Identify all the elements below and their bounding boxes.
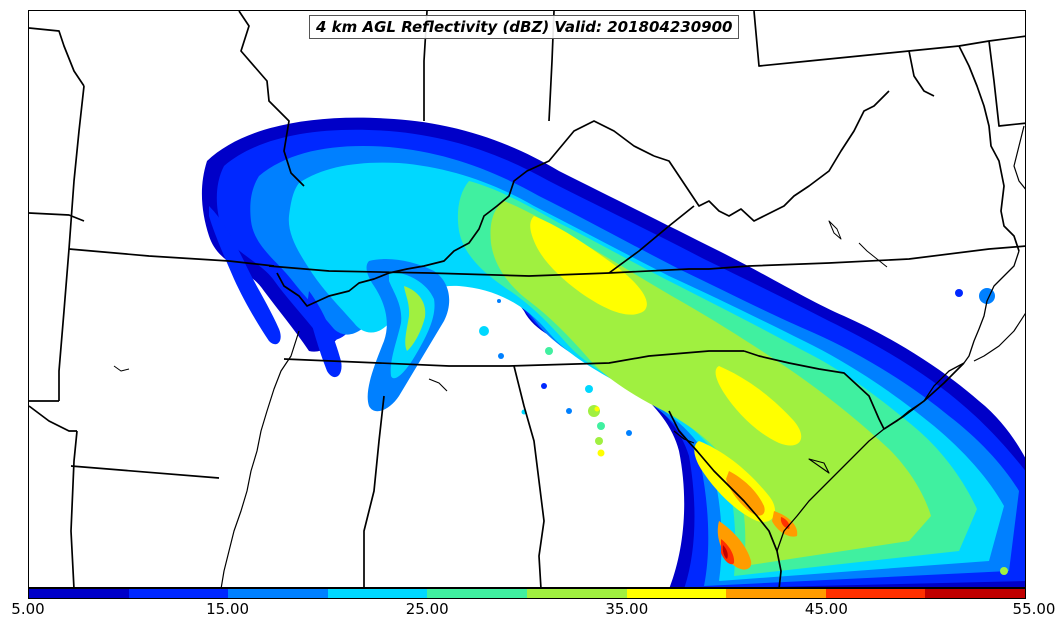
colorbar-tick-label: 55.00 bbox=[1012, 600, 1056, 618]
colorbar-segment bbox=[228, 589, 328, 598]
echo-band-west-green bbox=[404, 286, 426, 351]
echo-core-yellow-1 bbox=[530, 216, 647, 315]
reflectivity-map bbox=[29, 11, 1025, 587]
map-frame bbox=[28, 10, 1026, 588]
scattered-cells bbox=[479, 288, 1008, 575]
colorbar-tick-label: 25.00 bbox=[405, 600, 449, 618]
colorbar-segment bbox=[29, 589, 129, 598]
colorbar-segment bbox=[626, 589, 727, 598]
colorbar-tick-label: 15.00 bbox=[206, 600, 250, 618]
colorbar-segment bbox=[825, 589, 926, 598]
echo-core-red-2 bbox=[780, 517, 790, 529]
echo-core-orange-1 bbox=[726, 471, 765, 516]
colorbar-segment bbox=[327, 589, 428, 598]
echo-core-orange-2 bbox=[717, 521, 752, 570]
map-title: 4 km AGL Reflectivity (dBZ) Valid: 20180… bbox=[309, 15, 740, 39]
colorbar-tick-label: 5.00 bbox=[11, 600, 45, 618]
echo-core-darkred bbox=[722, 545, 728, 559]
colorbar bbox=[28, 588, 1026, 599]
colorbar-tick-label: 35.00 bbox=[605, 600, 649, 618]
state-boundaries bbox=[29, 11, 1025, 587]
colorbar-segment bbox=[128, 589, 229, 598]
colorbar-segment bbox=[427, 589, 527, 598]
echo-tail-mid bbox=[307, 291, 342, 378]
colorbar-segment bbox=[726, 589, 826, 598]
reflectivity-field bbox=[201, 117, 1025, 587]
echo-core-red bbox=[721, 539, 735, 565]
colorbar-segment bbox=[526, 589, 627, 598]
echo-tail-west bbox=[209, 206, 281, 345]
colorbar-tick-label: 45.00 bbox=[804, 600, 848, 618]
colorbar-segment bbox=[925, 589, 1025, 598]
echo-core-yellow-2 bbox=[715, 366, 802, 446]
